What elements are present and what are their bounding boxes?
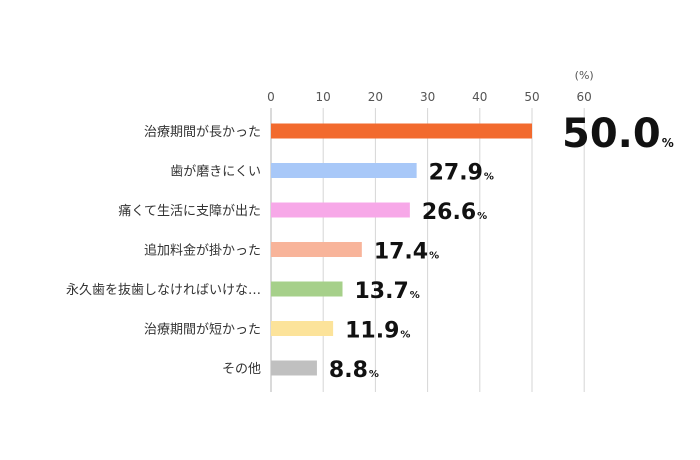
bar [271, 281, 343, 297]
axis-unit-label: (%) [575, 69, 594, 82]
bar [271, 163, 417, 178]
x-axis-ticks: 0 10 20 30 40 50 60 [267, 90, 592, 104]
category-label: 永久歯を抜歯しなければいけな… [66, 282, 261, 298]
category-label: 歯が磨きにくい [170, 165, 261, 180]
category-label: 追加料金が掛かった [144, 243, 261, 259]
value-label: 17.4% [374, 240, 439, 265]
x-tick-label: 30 [420, 90, 435, 104]
value-label: 13.7% [355, 279, 420, 304]
x-tick-label: 60 [577, 90, 592, 104]
x-tick-label: 0 [267, 90, 275, 104]
x-tick-label: 40 [472, 90, 487, 104]
bars [271, 123, 532, 376]
category-labels: 治療期間が長かった歯が磨きにくい痛くて生活に支障が出た追加料金が掛かった永久歯を… [66, 125, 261, 377]
category-label: 治療期間が短かった [144, 323, 261, 338]
category-label: 治療期間が長かった [144, 125, 261, 140]
x-tick-label: 20 [368, 90, 383, 104]
category-label: 痛くて生活に支障が出た [118, 203, 261, 219]
grid-lines [270, 108, 585, 392]
x-tick-label: 50 [524, 90, 539, 104]
bar [271, 360, 317, 376]
bar [271, 242, 362, 257]
x-tick-label: 10 [316, 90, 331, 104]
value-labels: 50.0% 27.9% 26.6% 17.4% 13.7% 11.9% 8.8% [329, 111, 674, 383]
value-label: 27.9% [429, 161, 494, 186]
bar [271, 202, 410, 218]
value-label: 26.6% [422, 200, 487, 225]
value-label: 50.0% [562, 111, 674, 157]
bar [271, 321, 334, 336]
bar [271, 123, 532, 139]
value-label: 11.9% [345, 319, 410, 344]
value-label: 8.8% [329, 358, 379, 383]
category-label: その他 [222, 362, 261, 377]
